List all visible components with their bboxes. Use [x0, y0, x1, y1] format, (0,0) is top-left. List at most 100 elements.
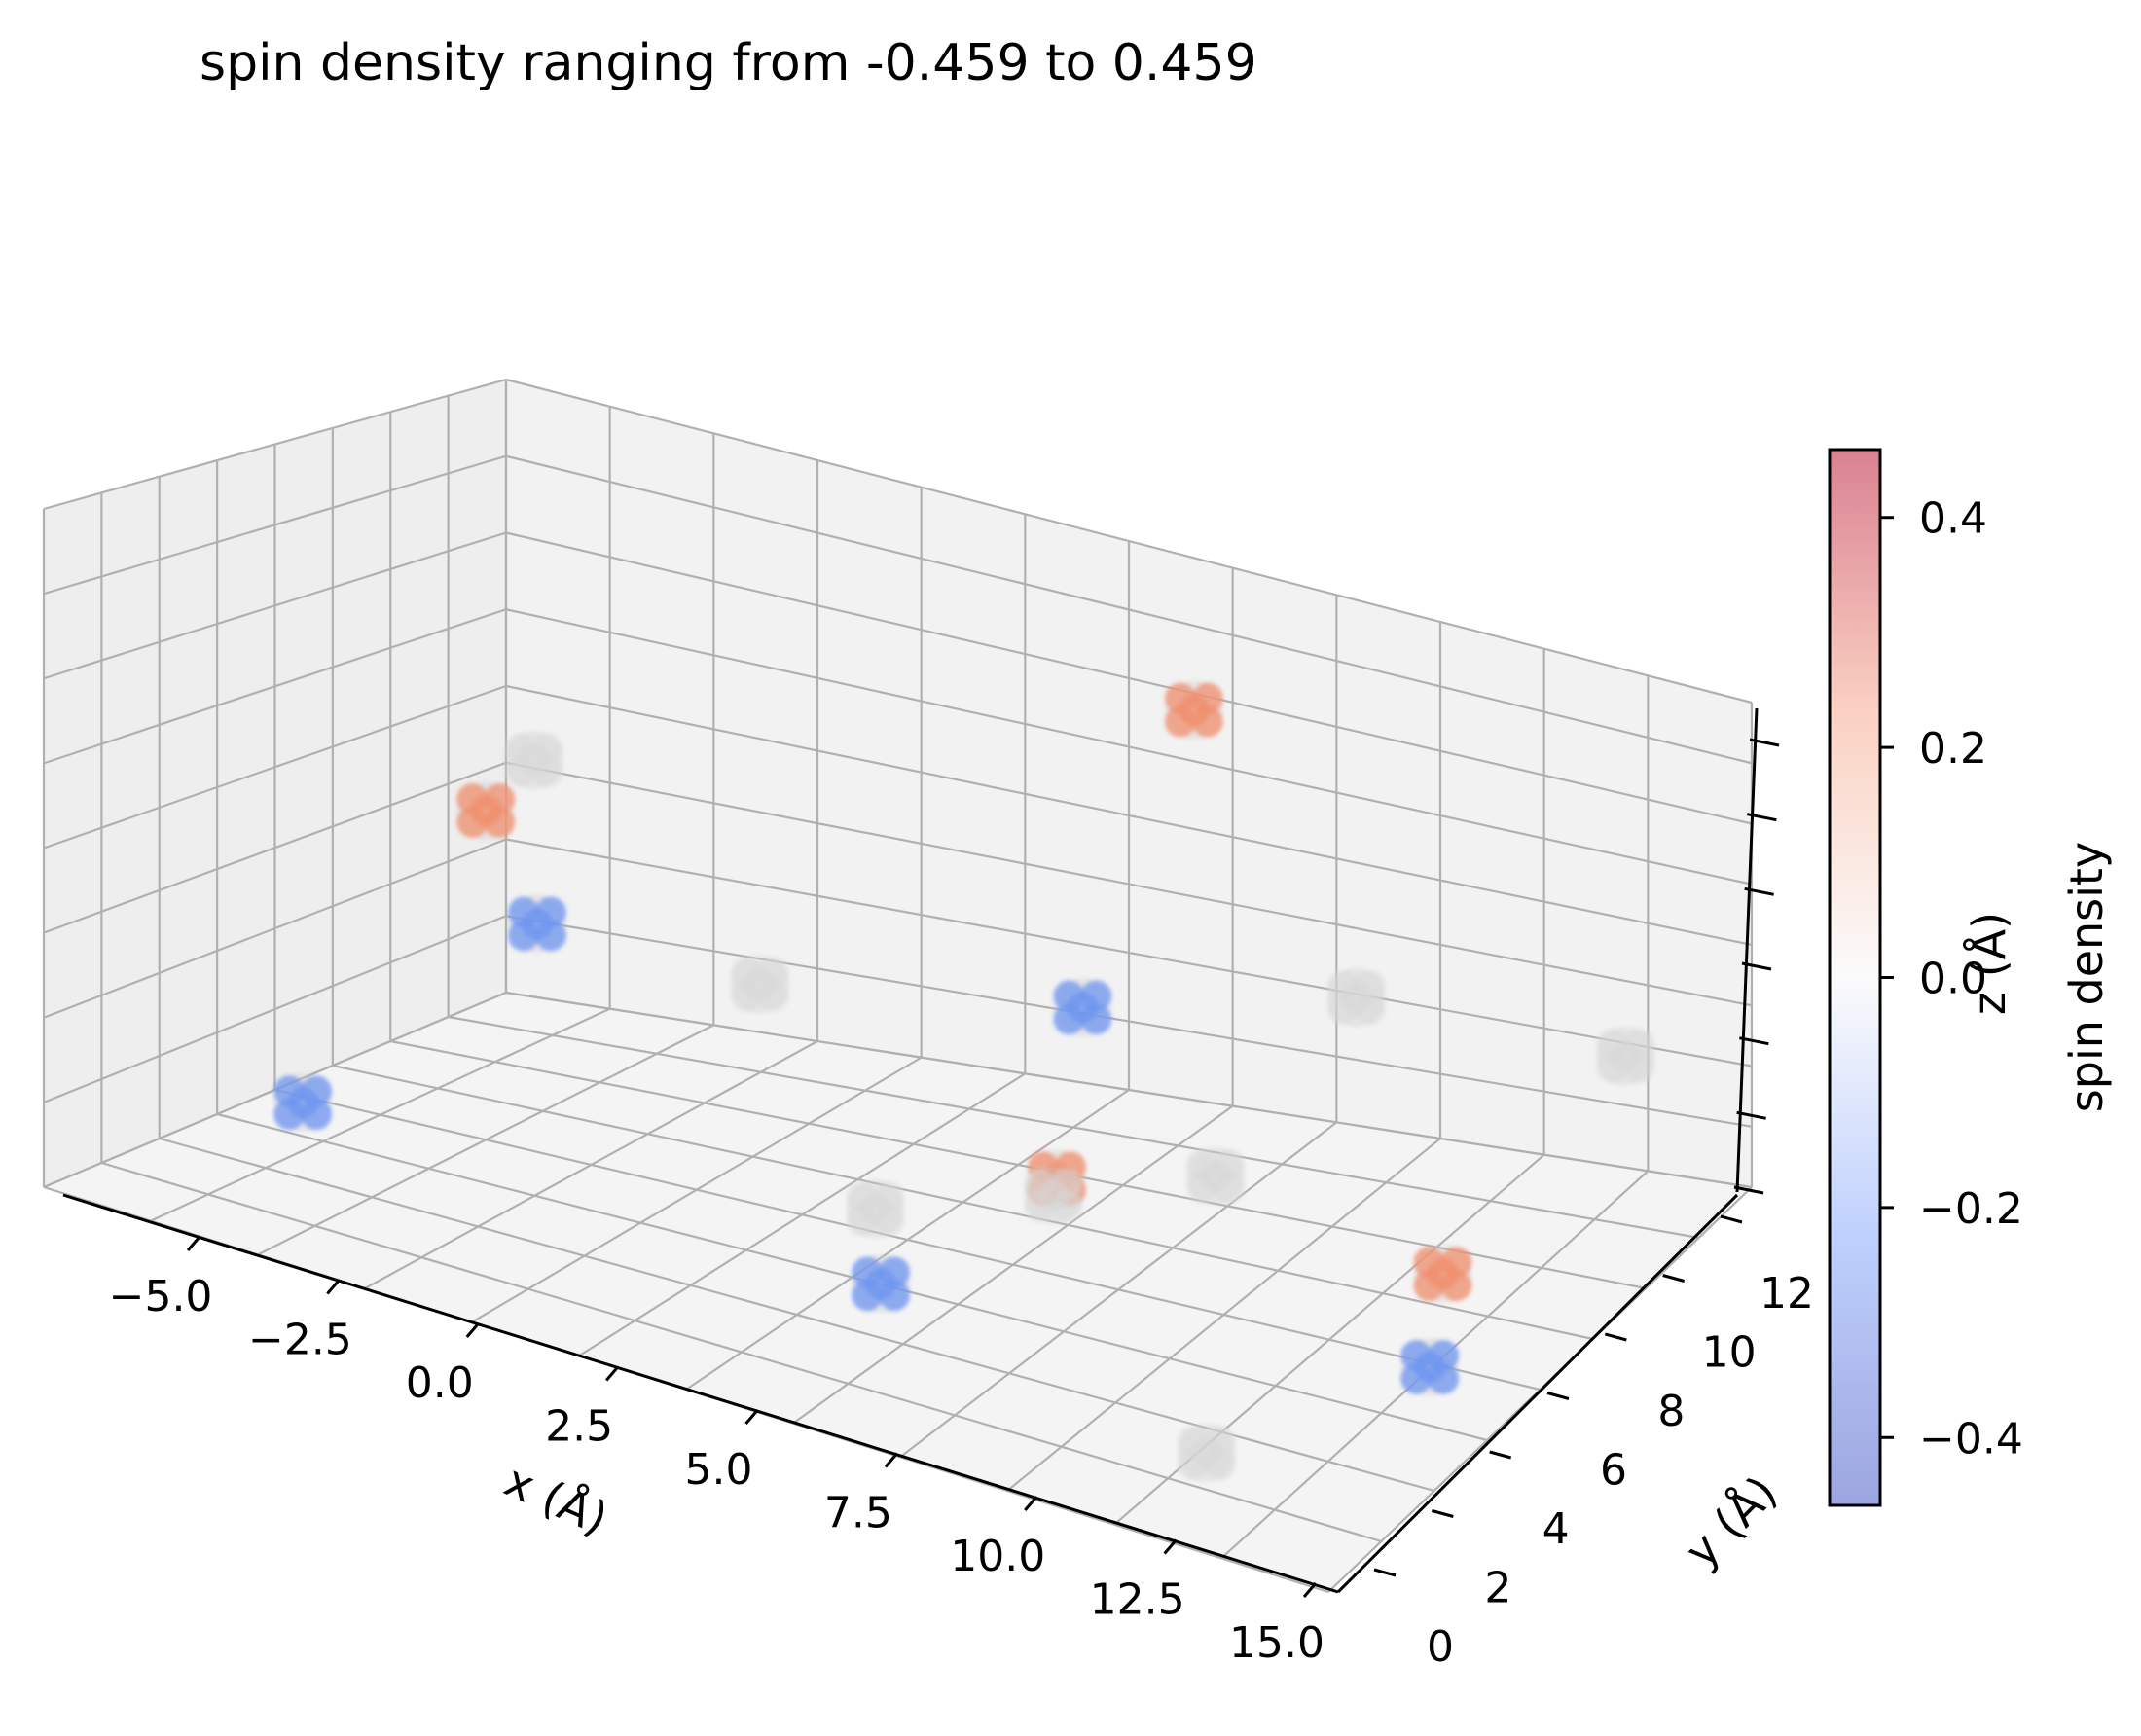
x-axis-tick	[604, 1365, 620, 1382]
x-tick-label: 10.0	[950, 1532, 1045, 1581]
rear-grid-line	[505, 454, 1753, 765]
floor-grid-line	[101, 1161, 1382, 1543]
y-tick-label: 12	[1760, 1269, 1814, 1319]
atom-cluster	[730, 955, 789, 1014]
rear-grid-line	[505, 684, 1753, 947]
y-axis-line	[1336, 1193, 1739, 1594]
y-tick-label: 4	[1542, 1504, 1570, 1554]
z-axis-tick	[1749, 738, 1780, 747]
colorbar: 0.4 0.2 0.0 −0.2 −0.4 spin density	[1828, 448, 2113, 1507]
atom-cluster	[1024, 1166, 1083, 1225]
atom-cluster	[1400, 1337, 1460, 1396]
atom-cluster	[1053, 978, 1112, 1037]
z-axis-tick	[1741, 961, 1772, 971]
atom-cluster	[273, 1073, 333, 1133]
atom-cluster	[1164, 680, 1223, 740]
atom-cluster	[1186, 1146, 1246, 1206]
atom-cluster	[1326, 967, 1386, 1027]
floor-grid-line	[216, 1112, 1488, 1442]
left-grid-line	[43, 684, 507, 850]
z-axis-tick	[1744, 886, 1774, 896]
atom-cluster	[1413, 1245, 1472, 1304]
colorbar-tick-label: 0.0	[1919, 955, 1987, 1004]
y-axis-tick	[1604, 1332, 1627, 1342]
x-tick-label: −5.0	[109, 1272, 213, 1321]
axis-lines	[62, 707, 1780, 1594]
left-grid-line	[43, 531, 507, 680]
x-axis-tick	[326, 1279, 341, 1295]
left-grid-line	[43, 838, 507, 1019]
y-axis-label: y (Å)	[1675, 1465, 1787, 1577]
rear-grid-line	[505, 378, 1753, 705]
left-grid-line	[43, 378, 507, 511]
y-tick-label: 8	[1657, 1387, 1685, 1436]
y-axis-tick	[1489, 1450, 1512, 1460]
colorbar-tick-label: −0.4	[1919, 1414, 2023, 1464]
left-grid-line	[43, 915, 507, 1103]
rear-grid-line	[505, 991, 1753, 1189]
atom-clusters	[273, 680, 1655, 1483]
x-tick-label: −2.5	[248, 1316, 352, 1365]
left-grid-line	[43, 761, 507, 934]
atom-cluster	[456, 780, 516, 840]
x-tick-label: 0.0	[406, 1358, 474, 1408]
y-axis-tick	[1546, 1392, 1570, 1400]
y-axis-tick	[1431, 1509, 1454, 1518]
z-axis-tick	[1739, 1036, 1769, 1046]
left-grid-line	[43, 454, 507, 596]
atom-cluster	[508, 894, 566, 954]
atom-cluster	[504, 731, 563, 790]
y-axis-tick	[1662, 1274, 1686, 1283]
colorbar-tick-label: 0.2	[1919, 724, 1987, 774]
left-grid-line	[43, 608, 507, 765]
x-axis-tick	[186, 1236, 201, 1251]
chart-title: spin density ranging from -0.459 to 0.45…	[200, 34, 1257, 92]
colorbar-body	[1828, 448, 1882, 1507]
rear-grid-line	[505, 761, 1753, 1007]
x-axis-line	[62, 1193, 1339, 1594]
atom-cluster	[1177, 1424, 1236, 1483]
colorbar-ticks: 0.4 0.2 0.0 −0.2 −0.4	[1880, 494, 2023, 1464]
x-axis-tick	[1163, 1538, 1178, 1555]
x-axis-label: x (Å)	[497, 1454, 616, 1545]
x-tick-label: 12.5	[1090, 1575, 1185, 1625]
x-tick-label: 7.5	[824, 1489, 892, 1538]
x-axis-tick	[884, 1452, 899, 1468]
atom-cluster	[846, 1179, 905, 1239]
y-axis-tick	[1373, 1568, 1397, 1577]
rear-grid-line	[505, 915, 1753, 1128]
y-tick-label: 10	[1702, 1328, 1757, 1378]
x-axis-tick	[1024, 1496, 1038, 1511]
floor-grid-line	[274, 1088, 1541, 1392]
colorbar-tick-label: −0.2	[1919, 1184, 2023, 1234]
floor-grid-line	[332, 1064, 1594, 1341]
x-axis-tick	[744, 1409, 759, 1425]
rear-grid-line	[505, 608, 1753, 886]
floor-grid-line	[448, 1015, 1699, 1240]
colorbar-label: spin density	[2060, 842, 2113, 1112]
x-tick-label: 15.0	[1229, 1618, 1325, 1668]
x-axis-ticks: −5.0 −2.5 0.0 2.5 5.0 7.5 10.0 12.5 15.0	[109, 1236, 1325, 1668]
z-axis-tick	[1736, 1110, 1766, 1120]
y-tick-label: 6	[1600, 1446, 1627, 1496]
colorbar-tick-label: 0.4	[1919, 494, 1987, 544]
x-axis-tick	[1302, 1582, 1318, 1598]
atom-cluster	[1596, 1027, 1655, 1086]
x-tick-label: 5.0	[685, 1445, 753, 1495]
z-axis-label: z (Å)	[1963, 912, 2015, 1015]
z-axis-tick	[1733, 1185, 1764, 1195]
y-tick-label: 2	[1484, 1564, 1511, 1613]
x-tick-label: 2.5	[545, 1402, 613, 1452]
grid-lines	[42, 378, 1754, 1594]
y-tick-label: 0	[1427, 1622, 1454, 1672]
z-axis-tick	[1747, 813, 1777, 822]
rear-grid-line	[505, 531, 1753, 825]
y-axis-tick	[1720, 1214, 1743, 1224]
z-axis-line	[1735, 707, 1759, 1193]
atom-cluster	[852, 1254, 911, 1314]
x-axis-tick	[465, 1322, 480, 1338]
rear-grid-line	[505, 838, 1753, 1067]
